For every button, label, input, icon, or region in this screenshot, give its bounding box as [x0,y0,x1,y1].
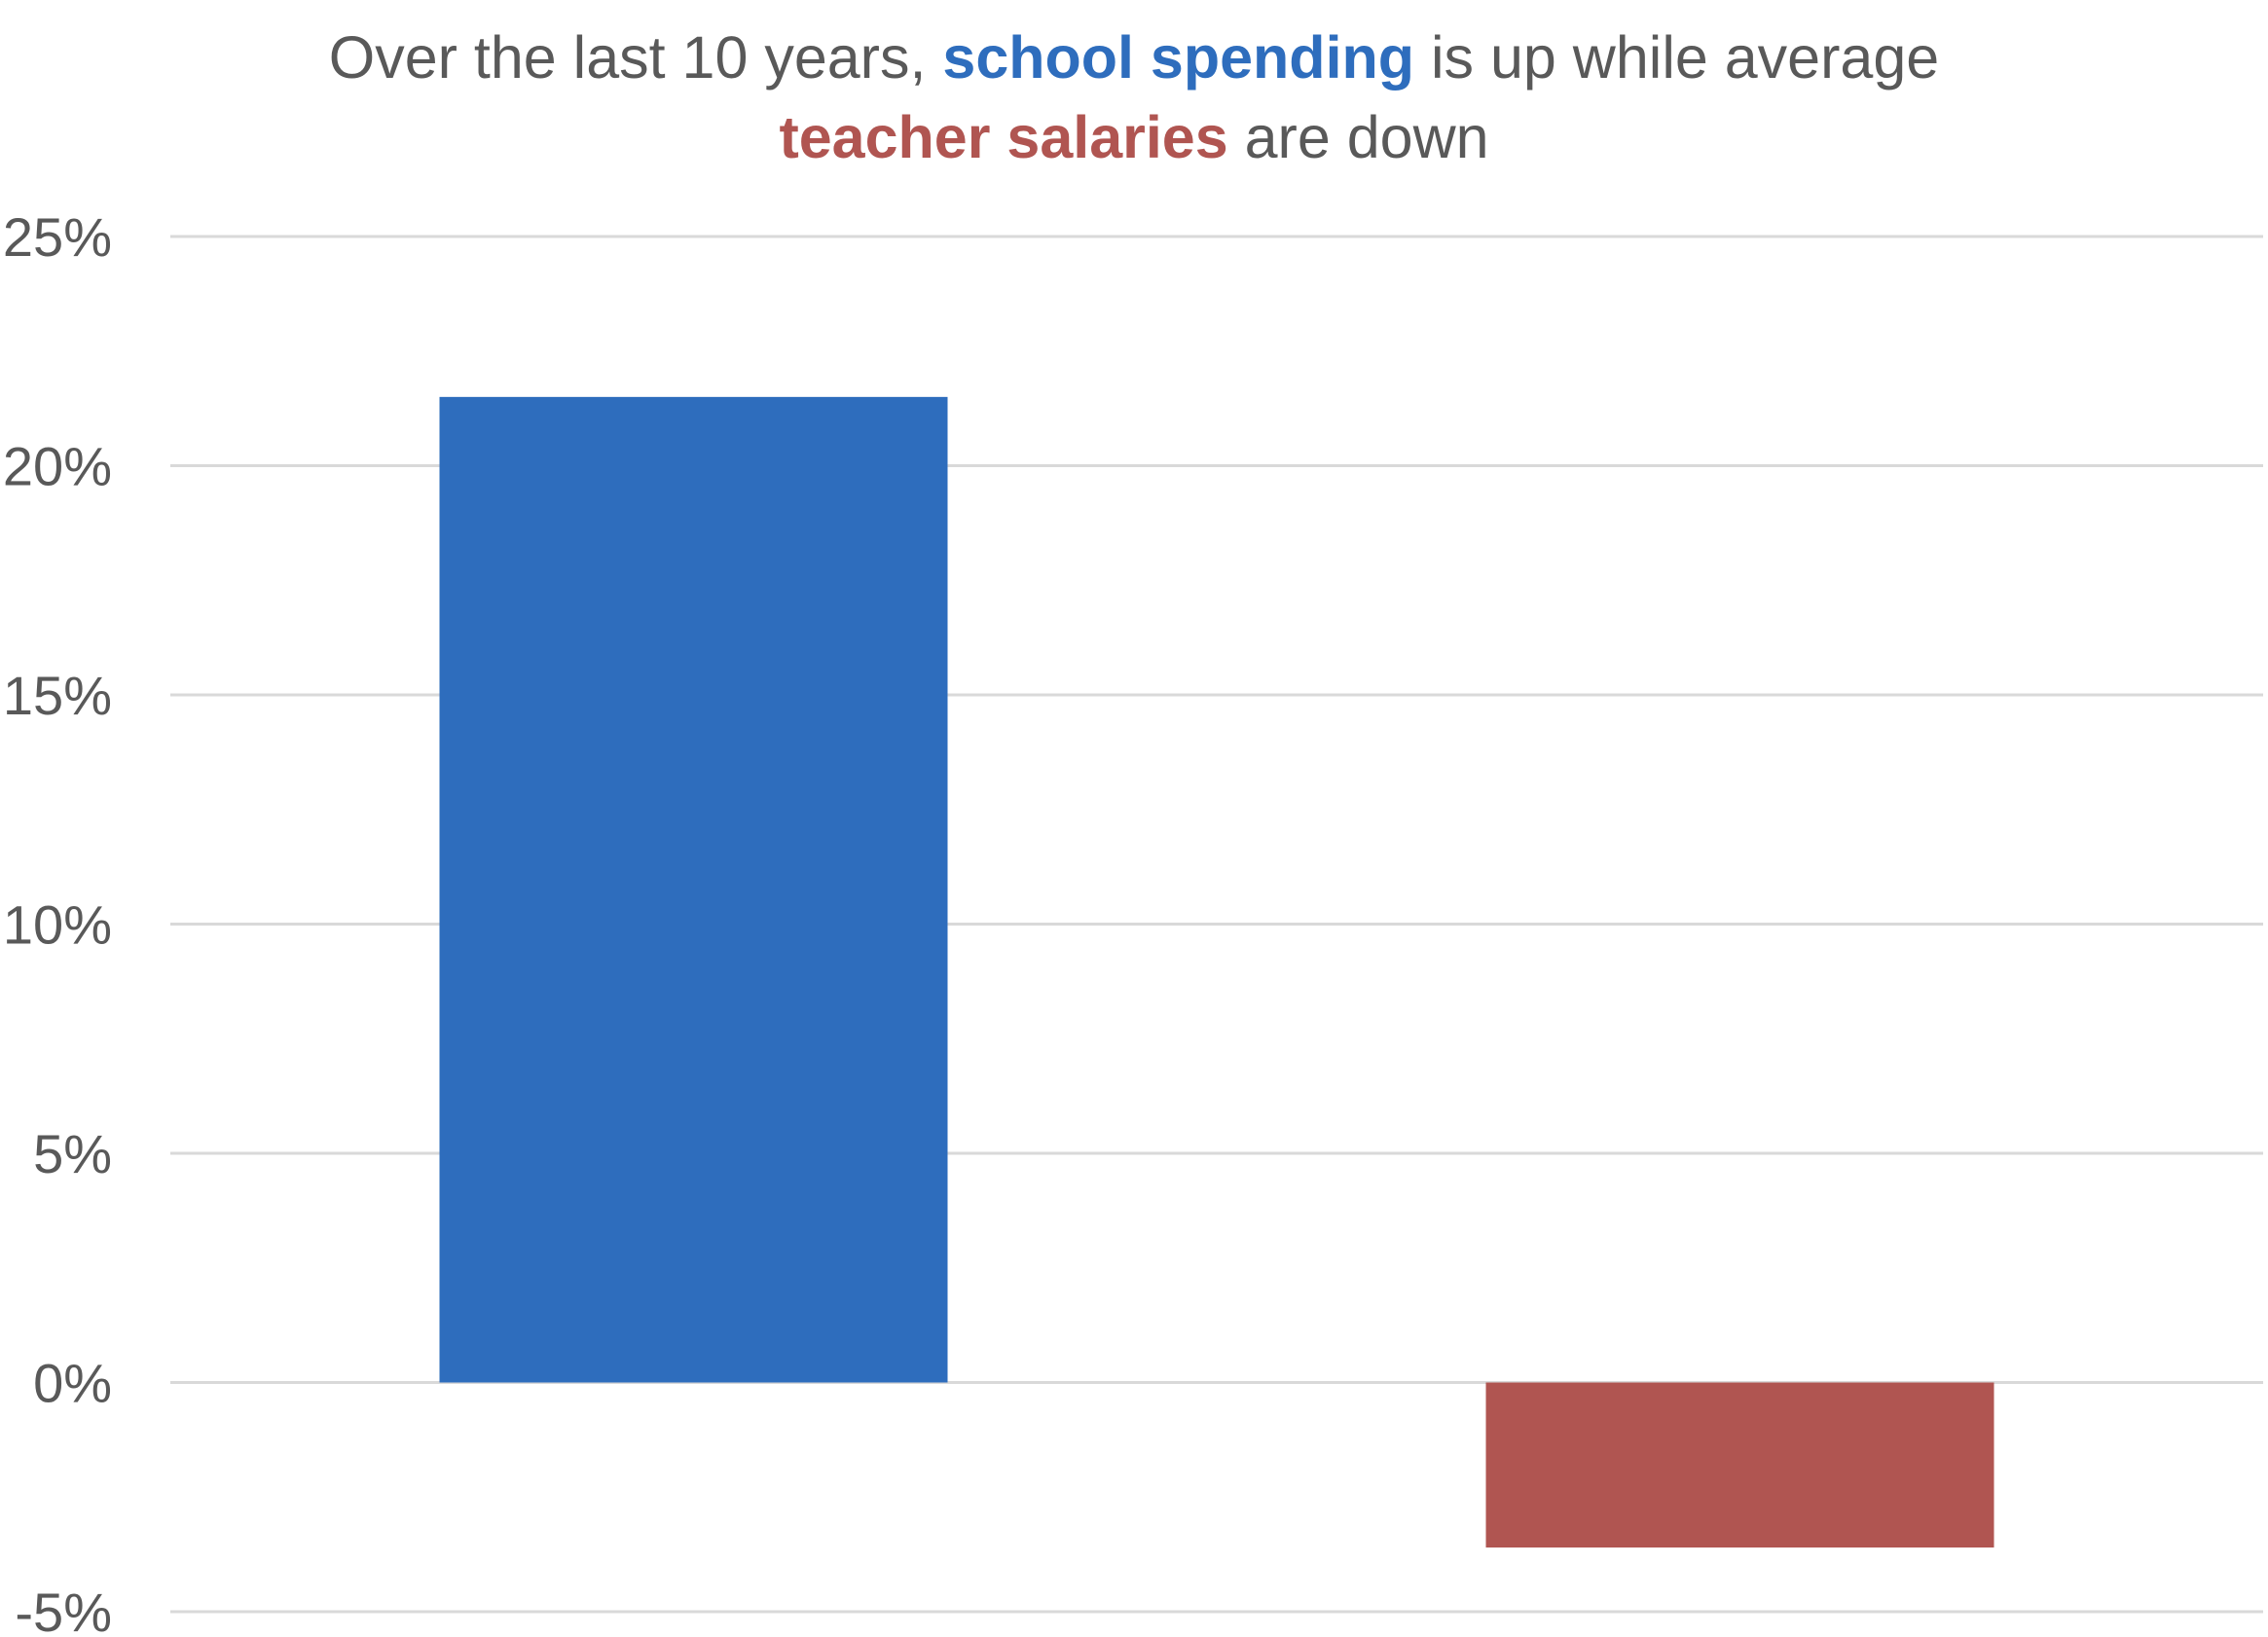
chart-title-line-1: Over the last 10 years, school spending … [0,18,2268,97]
y-tick-label: 20% [3,436,112,497]
y-tick-label: 10% [3,894,112,956]
y-tick-label: 25% [3,206,112,268]
title-suffix: is up while average [1414,24,1940,91]
title-suffix-2: are down [1227,104,1489,170]
y-tick-label: 5% [33,1123,112,1184]
chart-title: Over the last 10 years, school spending … [0,18,2268,177]
y-tick-label: 15% [3,665,112,726]
y-tick-label: -5% [15,1582,112,1637]
y-axis-tick-labels: 25% 20% 15% 10% 5% 0% -5% [3,206,112,1637]
y-tick-label: 0% [33,1353,112,1414]
bars [439,396,1994,1548]
title-prefix: Over the last 10 years, [328,24,943,91]
bar-school-spending [439,396,948,1383]
title-highlight-teacher-salaries: teacher salaries [779,104,1228,170]
chart-title-line-2: teacher salaries are down [0,97,2268,177]
bar-teacher-salaries [1485,1382,1994,1548]
title-highlight-school-spending: school spending [942,24,1415,91]
